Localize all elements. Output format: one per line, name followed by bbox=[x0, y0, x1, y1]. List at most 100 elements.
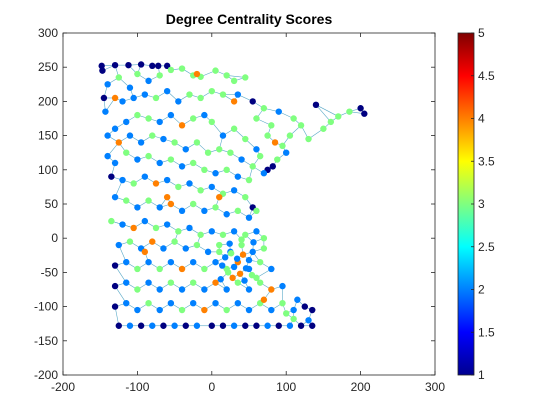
network-node bbox=[119, 98, 126, 105]
network-node bbox=[264, 322, 271, 329]
network-node bbox=[156, 159, 163, 167]
network-node bbox=[108, 217, 115, 225]
network-node bbox=[111, 193, 119, 201]
network-node bbox=[249, 248, 256, 256]
network-node bbox=[182, 245, 189, 252]
network-node bbox=[134, 286, 141, 293]
network-node bbox=[190, 299, 197, 307]
network-node bbox=[190, 115, 197, 122]
network-node bbox=[238, 236, 245, 243]
network-node bbox=[249, 98, 256, 105]
network-node bbox=[149, 322, 156, 329]
colorbar-tick-label: 4 bbox=[478, 112, 485, 126]
network-node bbox=[208, 228, 215, 235]
network-node bbox=[163, 176, 171, 184]
network-node bbox=[167, 66, 175, 74]
network-node bbox=[208, 118, 215, 126]
network-node bbox=[253, 115, 260, 122]
colorbar: 1 1.5 2 2.5 3 3.5 4 4.5 5 bbox=[457, 26, 495, 382]
network-node bbox=[239, 251, 247, 258]
network-node bbox=[134, 70, 141, 78]
network-node bbox=[197, 94, 204, 102]
x-axis-ticks: -200 -100 0 100 200 300 bbox=[51, 33, 445, 394]
network-node bbox=[279, 299, 286, 307]
network-node bbox=[312, 101, 320, 109]
x-tick-label: 200 bbox=[351, 380, 371, 394]
network-node bbox=[219, 262, 226, 269]
network-node bbox=[212, 258, 219, 266]
network-node bbox=[137, 322, 145, 329]
network-node bbox=[167, 200, 175, 208]
network-node bbox=[208, 322, 215, 329]
network-node bbox=[100, 94, 108, 102]
network-node bbox=[123, 118, 130, 126]
network-node bbox=[182, 146, 189, 153]
y-tick-label: -200 bbox=[34, 368, 58, 382]
network-node bbox=[212, 204, 219, 211]
network-node bbox=[234, 173, 242, 180]
network-node bbox=[141, 173, 149, 180]
network-node bbox=[309, 322, 316, 329]
network-node bbox=[178, 65, 186, 72]
network-node bbox=[145, 258, 152, 266]
colorbar-tick-label: 5 bbox=[478, 26, 485, 40]
network-node bbox=[123, 299, 130, 307]
network-node bbox=[305, 135, 312, 143]
network-node bbox=[260, 245, 268, 252]
network-node bbox=[137, 139, 145, 146]
network-node bbox=[268, 286, 275, 293]
network-node bbox=[305, 317, 312, 324]
network-node bbox=[197, 187, 204, 194]
network-node bbox=[190, 258, 197, 266]
network-node bbox=[241, 277, 248, 284]
network-edge bbox=[315, 104, 332, 123]
network-node bbox=[294, 296, 301, 303]
network-node bbox=[115, 322, 123, 329]
network-edge bbox=[114, 265, 127, 283]
network-node bbox=[152, 180, 160, 187]
network-node bbox=[178, 306, 186, 314]
network-node bbox=[219, 322, 227, 329]
network-edge bbox=[315, 104, 339, 117]
network-node bbox=[212, 279, 219, 286]
network-node bbox=[268, 265, 275, 273]
network-node bbox=[145, 299, 152, 307]
network-node bbox=[156, 306, 163, 314]
network-node bbox=[125, 61, 132, 69]
colorbar-tick-label: 4.5 bbox=[478, 69, 495, 83]
network-node bbox=[111, 125, 119, 132]
network-node bbox=[115, 74, 123, 81]
network-node bbox=[219, 91, 227, 98]
colorbar-ticks: 1 1.5 2 2.5 3 3.5 4 4.5 5 bbox=[471, 26, 495, 382]
network-node bbox=[230, 98, 238, 105]
colorbar-tick-label: 3.5 bbox=[478, 154, 495, 168]
network-node bbox=[123, 197, 130, 204]
network-node bbox=[163, 87, 171, 95]
network-node bbox=[141, 217, 149, 225]
network-node bbox=[115, 241, 123, 249]
network-node bbox=[111, 282, 119, 290]
network-node bbox=[175, 228, 182, 235]
network-node bbox=[123, 258, 130, 266]
network-node bbox=[223, 211, 230, 218]
network-node bbox=[149, 132, 156, 139]
network-node bbox=[212, 67, 219, 74]
network-node bbox=[163, 221, 171, 228]
network-node bbox=[193, 241, 201, 249]
y-tick-label: 200 bbox=[38, 94, 58, 108]
network-node bbox=[217, 276, 224, 283]
network-node bbox=[216, 146, 223, 153]
network-node bbox=[171, 139, 178, 146]
network-node bbox=[227, 149, 234, 156]
network-node bbox=[260, 296, 268, 303]
network-node bbox=[126, 322, 134, 329]
network-node bbox=[268, 122, 275, 129]
network-node bbox=[297, 122, 305, 129]
network-node bbox=[119, 221, 126, 228]
network-node bbox=[230, 322, 238, 329]
network-node bbox=[126, 132, 134, 139]
network-node bbox=[208, 183, 215, 191]
network-node bbox=[141, 248, 149, 256]
network-node bbox=[234, 91, 242, 98]
